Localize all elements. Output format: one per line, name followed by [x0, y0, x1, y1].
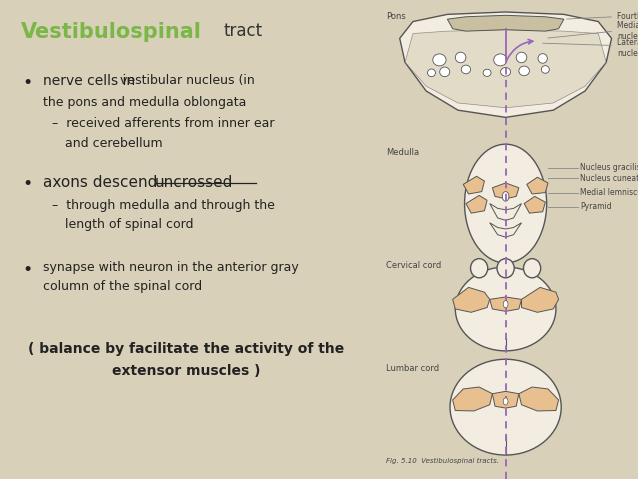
Text: Medial lemniscus: Medial lemniscus	[580, 188, 638, 197]
Text: Nucleus gracilis: Nucleus gracilis	[580, 163, 638, 172]
Ellipse shape	[542, 66, 549, 73]
Text: column of the spinal cord: column of the spinal cord	[43, 280, 202, 293]
Ellipse shape	[501, 68, 510, 76]
Text: –  through medulla and through the: – through medulla and through the	[52, 199, 275, 212]
Text: length of spinal cord: length of spinal cord	[65, 218, 194, 231]
Ellipse shape	[456, 267, 556, 351]
Text: and cerebellum: and cerebellum	[65, 137, 163, 149]
Polygon shape	[527, 177, 548, 194]
Text: Fig. 5.10  Vestibulospinal tracts.: Fig. 5.10 Vestibulospinal tracts.	[387, 457, 500, 464]
Polygon shape	[521, 287, 559, 312]
Ellipse shape	[433, 54, 446, 66]
Text: Cervical cord: Cervical cord	[387, 261, 441, 270]
Ellipse shape	[497, 259, 514, 278]
Text: –  received afferents from inner ear: – received afferents from inner ear	[52, 117, 275, 130]
Text: •: •	[22, 74, 33, 92]
Text: Vestibulospinal: Vestibulospinal	[20, 22, 202, 42]
Ellipse shape	[440, 67, 450, 77]
Polygon shape	[452, 287, 490, 312]
Polygon shape	[490, 204, 521, 220]
Text: extensor muscles ): extensor muscles )	[112, 364, 261, 378]
Polygon shape	[519, 387, 559, 411]
Text: •: •	[22, 175, 33, 193]
Text: ( balance by facilitate the activity of the: ( balance by facilitate the activity of …	[29, 342, 345, 356]
Polygon shape	[466, 195, 487, 213]
Polygon shape	[493, 183, 519, 199]
Polygon shape	[524, 196, 545, 213]
Ellipse shape	[464, 144, 547, 263]
Polygon shape	[452, 387, 493, 411]
Text: Medial vestibular
nucleus: Medial vestibular nucleus	[617, 22, 638, 41]
Text: synapse with neuron in the anterior gray: synapse with neuron in the anterior gray	[43, 261, 299, 274]
Polygon shape	[490, 223, 521, 237]
Text: vestibular nucleus (in: vestibular nucleus (in	[115, 74, 255, 87]
Ellipse shape	[450, 359, 561, 455]
Ellipse shape	[494, 54, 507, 66]
Ellipse shape	[503, 301, 508, 308]
Polygon shape	[493, 391, 519, 408]
Text: nerve cells in: nerve cells in	[43, 74, 135, 88]
Ellipse shape	[516, 52, 527, 63]
Text: Nucleus cuneatus: Nucleus cuneatus	[580, 174, 638, 182]
Text: Lateral vestibular
nucleus: Lateral vestibular nucleus	[617, 38, 638, 57]
Text: the pons and medulla oblongata: the pons and medulla oblongata	[43, 96, 246, 109]
Text: uncrossed: uncrossed	[155, 175, 234, 190]
Polygon shape	[405, 30, 606, 108]
Ellipse shape	[519, 66, 530, 76]
Text: Pyramid: Pyramid	[580, 203, 611, 211]
Text: •: •	[22, 261, 33, 279]
Ellipse shape	[461, 65, 471, 74]
Text: Fourth ventricle: Fourth ventricle	[617, 12, 638, 21]
Text: tract: tract	[224, 22, 263, 40]
Polygon shape	[399, 12, 611, 117]
Ellipse shape	[538, 54, 547, 63]
Text: axons descend: axons descend	[43, 175, 162, 190]
Ellipse shape	[524, 259, 540, 278]
Polygon shape	[490, 297, 521, 311]
Text: Medulla: Medulla	[387, 148, 420, 158]
FancyArrowPatch shape	[507, 39, 533, 60]
Polygon shape	[447, 15, 564, 31]
Ellipse shape	[456, 52, 466, 63]
Ellipse shape	[503, 398, 508, 405]
Ellipse shape	[427, 69, 436, 77]
Polygon shape	[463, 176, 484, 194]
Ellipse shape	[502, 192, 509, 201]
Ellipse shape	[483, 69, 491, 76]
Text: Lumbar cord: Lumbar cord	[387, 364, 440, 373]
Text: Pons: Pons	[387, 12, 406, 21]
Ellipse shape	[471, 259, 487, 278]
